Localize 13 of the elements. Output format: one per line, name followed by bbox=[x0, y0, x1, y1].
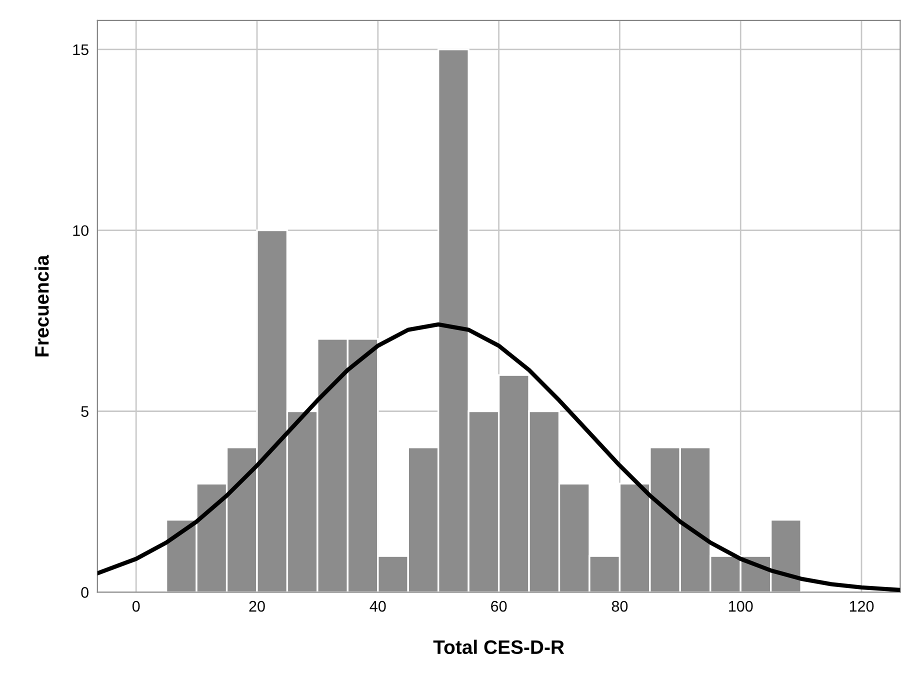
x-tick-label: 60 bbox=[491, 600, 507, 612]
y-axis-title: Frecuencia bbox=[34, 254, 49, 356]
x-tick-label: 40 bbox=[370, 600, 386, 612]
x-axis-title: Total CES-D-R bbox=[433, 640, 564, 654]
x-tick-label: 20 bbox=[249, 600, 265, 612]
x-tick-label: 80 bbox=[612, 600, 628, 612]
x-tick-label: 100 bbox=[729, 600, 753, 612]
y-tick-label: 5 bbox=[81, 406, 88, 417]
y-tick-label: 15 bbox=[73, 44, 88, 56]
y-tick-label: 10 bbox=[73, 225, 88, 236]
x-tick-label: 0 bbox=[132, 600, 140, 612]
y-tick-label: 0 bbox=[81, 587, 88, 598]
x-tick-label: 120 bbox=[850, 600, 874, 612]
